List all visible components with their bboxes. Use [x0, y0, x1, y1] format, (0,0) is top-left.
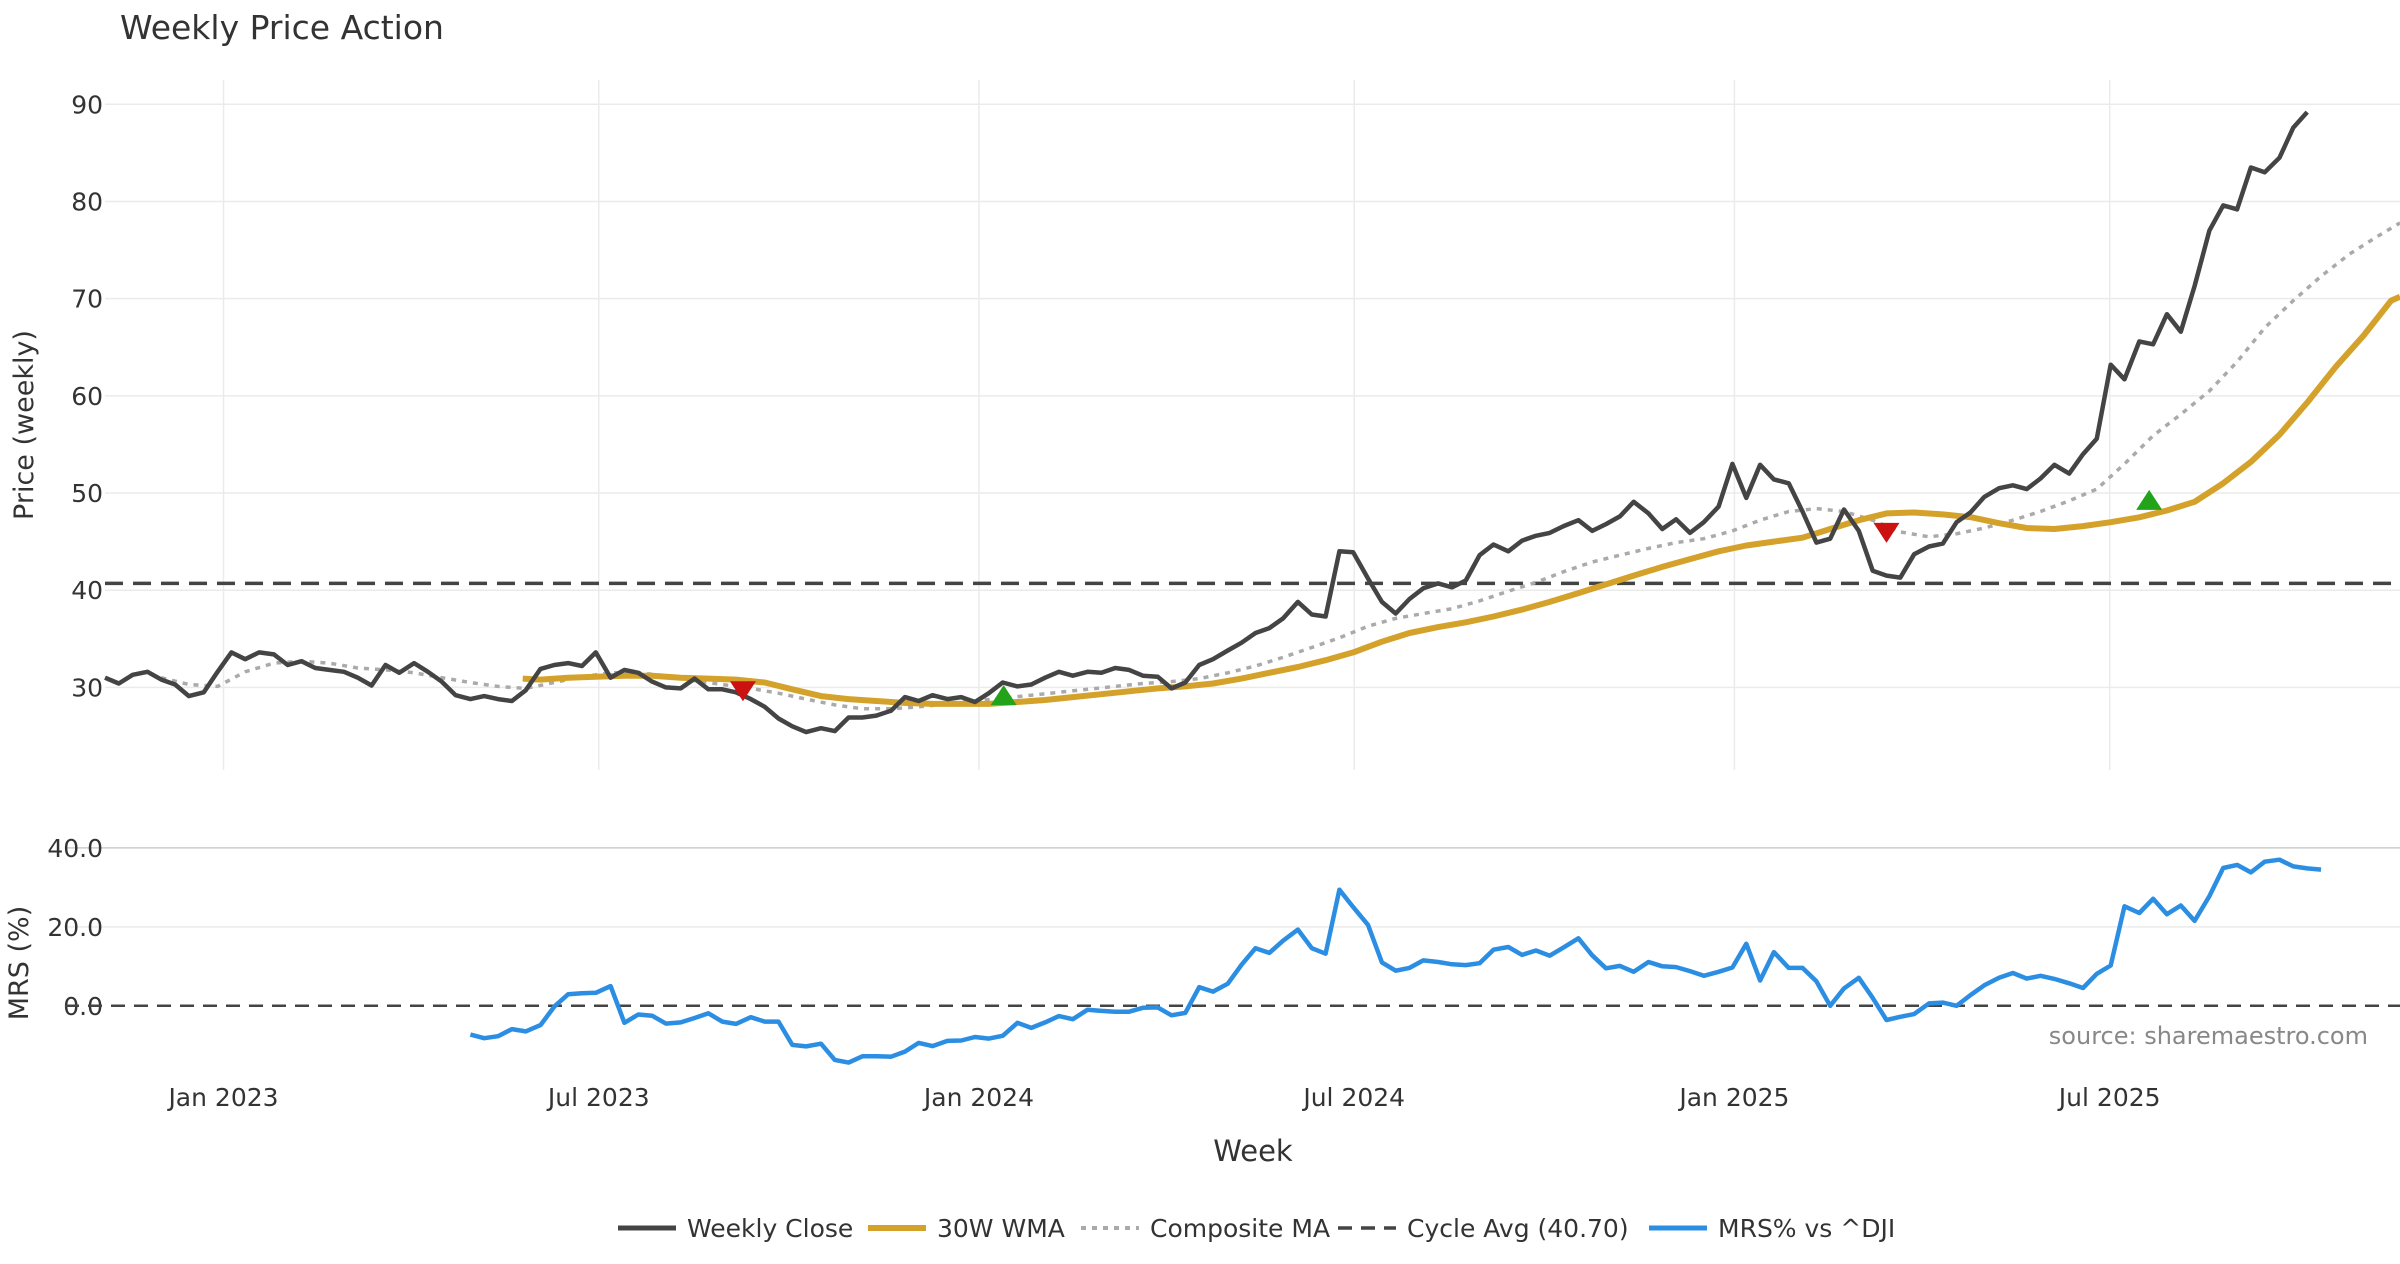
legend-label-composite: Composite MA [1150, 1214, 1330, 1243]
price-grid [105, 80, 2400, 770]
price-plot [104, 110, 2400, 735]
sell-signal-marker [729, 681, 756, 702]
composite-ma-line [160, 221, 2400, 711]
buy-signal-marker [990, 685, 1017, 706]
mrs-y-tick-label: 40.0 [47, 834, 103, 863]
mrs-y-tick-label: 20.0 [47, 913, 103, 942]
price-y-axis-label: Price (weekly) [9, 330, 40, 520]
sell-signal-marker [1873, 522, 1900, 543]
price-y-tick-label: 30 [71, 673, 103, 702]
x-ticks: Jan 2023 Jul 2023 Jan 2024 Jul 2024 Jan 2025… [166, 1083, 2160, 1112]
price-y-tick-label: 60 [71, 382, 103, 411]
legend: Weekly Close 30W WMA Composite MA Cycle Avg… [618, 1214, 1895, 1243]
price-y-ticks: 30 40 50 60 70 80 90 [71, 90, 103, 702]
legend-label-wma: 30W WMA [937, 1214, 1065, 1243]
weekly-close-line [104, 110, 2309, 735]
price-y-tick-label: 80 [71, 187, 103, 216]
chart-title: Weekly Price Action [120, 8, 444, 47]
x-tick-label: Jan 2023 [166, 1083, 278, 1112]
legend-label-mrs: MRS% vs ^DJI [1718, 1214, 1895, 1243]
legend-label-cycle: Cycle Avg (40.70) [1407, 1214, 1629, 1243]
price-y-tick-label: 50 [71, 479, 103, 508]
mrs-y-ticks: 0.020.040.0 [47, 834, 103, 1021]
mrs-line [469, 857, 2322, 1065]
mrs-plot [65, 857, 2400, 1065]
price-y-tick-label: 40 [71, 576, 103, 605]
x-tick-label: Jul 2023 [546, 1083, 650, 1112]
x-tick-label: Jan 2024 [922, 1083, 1034, 1112]
mrs-grid [65, 847, 2400, 928]
price-y-tick-label: 90 [71, 90, 103, 119]
x-axis-label: Week [1213, 1134, 1293, 1168]
wma-30w-line [522, 293, 2400, 707]
x-tick-label: Jul 2025 [2057, 1083, 2161, 1112]
buy-signal-marker [2136, 489, 2163, 510]
source-note: source: sharemaestro.com [2049, 1022, 2368, 1050]
x-tick-label: Jul 2024 [1301, 1083, 1405, 1112]
legend-label-close: Weekly Close [687, 1214, 853, 1243]
price-y-tick-label: 70 [71, 285, 103, 314]
x-tick-label: Jan 2025 [1677, 1083, 1789, 1112]
mrs-y-axis-label: MRS (%) [4, 906, 35, 1021]
